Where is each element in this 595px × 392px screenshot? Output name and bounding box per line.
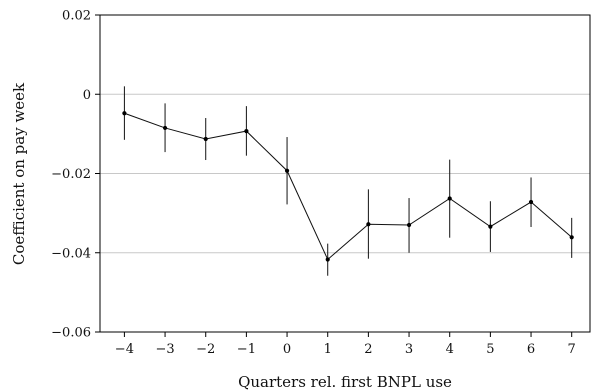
x-axis-title: Quarters rel. first BNPL use [238,373,452,391]
data-point [488,224,493,229]
series-line [124,112,573,261]
x-tick-label: −1 [237,342,256,357]
data-point [162,125,168,131]
x-tick-label: 5 [486,342,494,357]
x-tick-label: 3 [405,342,413,357]
data-point [325,257,330,262]
data-point [569,235,574,240]
error-bars [123,86,573,276]
data-point [284,168,290,173]
data-points [122,111,574,262]
x-tick-label: 4 [446,342,454,357]
x-tick-label: −4 [115,342,134,357]
y-axis-title: Coefficient on pay week [10,82,28,265]
data-point [528,199,534,205]
y-tick-label: −0.02 [51,167,91,182]
x-tick-label: 6 [527,342,535,357]
data-point [203,136,208,142]
x-axis: −4 −3 −2 −1 0 1 2 3 4 5 6 7 [115,332,576,357]
x-tick-label: −2 [196,342,215,357]
y-tick-label: −0.06 [51,326,91,341]
x-tick-label: −3 [155,342,174,357]
x-tick-label: 2 [364,342,372,357]
x-tick-label: 1 [324,342,332,357]
y-tick-label: 0.02 [62,9,91,24]
x-tick-label: 7 [568,342,576,357]
data-point [447,196,452,201]
data-point [366,222,371,227]
y-tick-label: 0 [83,88,91,103]
x-tick-label: 0 [283,342,291,357]
data-point [406,222,412,228]
y-tick-label: −0.04 [51,246,91,261]
data-point [244,129,249,134]
data-point [122,111,127,116]
y-axis: 0.02 0 −0.02 −0.04 −0.06 [51,9,100,341]
